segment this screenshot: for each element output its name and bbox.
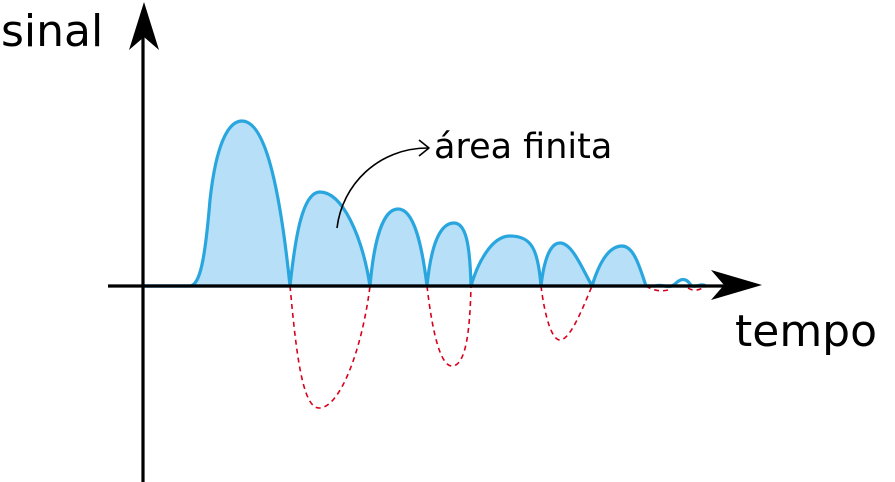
negative-lobe-3 <box>540 285 593 341</box>
negative-lobes <box>289 285 707 409</box>
y-axis-arrow-icon <box>129 2 159 50</box>
x-axis-label: tempo <box>735 306 877 357</box>
annotation-label: área finita <box>434 127 612 167</box>
x-axis-arrow-icon <box>711 270 762 300</box>
negative-lobe-2 <box>426 285 472 367</box>
negative-lobe-1 <box>289 285 371 409</box>
annotation-pointer-icon <box>336 147 429 229</box>
y-axis-label: sinal <box>1 6 103 57</box>
signal-curve <box>141 119 708 289</box>
annotation-arrowhead-icon <box>418 139 430 157</box>
